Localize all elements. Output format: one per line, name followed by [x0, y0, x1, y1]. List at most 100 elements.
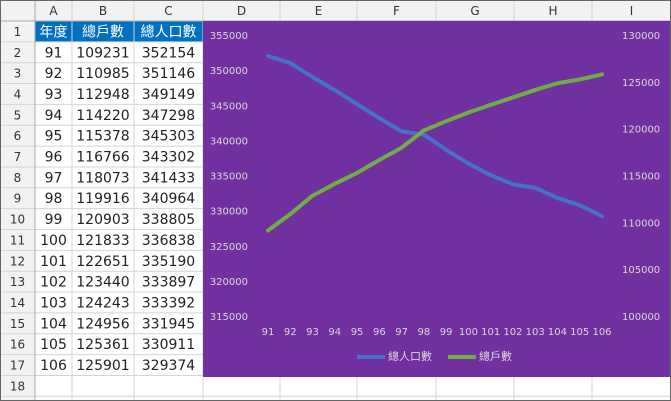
y-tick-label: 355000: [210, 31, 248, 42]
y-tick-label: 335000: [210, 172, 248, 183]
table-cell[interactable]: 352154: [142, 45, 196, 61]
table-cell[interactable]: 101: [40, 254, 67, 270]
y-tick-label: 330000: [210, 207, 248, 218]
column-header[interactable]: A: [49, 4, 58, 18]
table-cell[interactable]: 345303: [142, 129, 195, 145]
column-header[interactable]: B: [99, 4, 107, 18]
table-cell[interactable]: 98: [45, 191, 63, 207]
table-header-cell[interactable]: 年度: [40, 24, 68, 40]
table-cell[interactable]: 119916: [76, 191, 130, 207]
table-cell[interactable]: 97: [45, 170, 63, 186]
row-header[interactable]: 5: [14, 108, 22, 122]
table-cell[interactable]: 118073: [76, 170, 129, 186]
chart-area[interactable]: [203, 21, 671, 377]
table-cell[interactable]: 341433: [142, 170, 195, 186]
table-cell[interactable]: 94: [45, 108, 63, 124]
table-cell[interactable]: 96: [45, 150, 63, 166]
table-cell[interactable]: 121833: [76, 233, 129, 249]
table-cell[interactable]: 103: [40, 295, 67, 311]
y-tick-label: 325000: [210, 242, 248, 253]
table-cell[interactable]: 100: [40, 233, 67, 249]
table-cell[interactable]: 124243: [76, 295, 129, 311]
legend-label: 總人口數: [388, 349, 432, 363]
table-cell[interactable]: 340964: [142, 191, 196, 207]
row-header[interactable]: 6: [14, 129, 22, 143]
row-header[interactable]: 15: [10, 317, 25, 331]
table-cell[interactable]: 347298: [142, 108, 195, 124]
x-tick-label: 100: [459, 327, 478, 338]
table-cell[interactable]: 122651: [76, 254, 129, 270]
x-tick-label: 106: [592, 327, 611, 338]
table-cell[interactable]: 330911: [142, 337, 195, 353]
x-tick-label: 96: [373, 327, 386, 338]
row-header[interactable]: 1: [14, 25, 22, 39]
row-header[interactable]: 11: [10, 233, 25, 247]
y2-tick-label: 100000: [622, 312, 660, 323]
x-tick-label: 99: [440, 327, 453, 338]
row-header[interactable]: 4: [14, 87, 22, 101]
table-cell[interactable]: 95: [45, 129, 63, 145]
column-header[interactable]: G: [470, 4, 479, 18]
table-cell[interactable]: 105: [40, 337, 67, 353]
row-header[interactable]: 18: [10, 379, 25, 393]
row-header[interactable]: 8: [14, 171, 22, 185]
table-cell[interactable]: 109231: [76, 45, 129, 61]
table-header-cell[interactable]: 總戶數: [82, 23, 124, 40]
table-cell[interactable]: 104: [40, 316, 67, 332]
table-cell[interactable]: 92: [45, 66, 63, 82]
table-cell[interactable]: 124956: [76, 316, 130, 332]
row-header[interactable]: 9: [14, 192, 22, 206]
table-cell[interactable]: 115378: [76, 129, 129, 145]
table-cell[interactable]: 336838: [142, 233, 195, 249]
table-cell[interactable]: 99: [45, 212, 63, 228]
table-cell[interactable]: 116766: [76, 150, 130, 166]
row-header[interactable]: 13: [10, 275, 25, 289]
y2-tick-label: 130000: [622, 31, 660, 42]
column-header[interactable]: F: [393, 4, 400, 18]
y-tick-label: 350000: [210, 66, 248, 77]
table-header-cell[interactable]: 總人口數: [141, 23, 197, 40]
table-cell[interactable]: 93: [45, 87, 63, 103]
column-header[interactable]: E: [315, 4, 323, 18]
table-cell[interactable]: 110985: [76, 66, 129, 82]
table-cell[interactable]: 349149: [142, 87, 195, 103]
x-tick-label: 98: [417, 327, 430, 338]
table-cell[interactable]: 331945: [142, 316, 195, 332]
y-tick-label: 320000: [210, 277, 248, 288]
row-header[interactable]: 10: [10, 213, 25, 227]
table-cell[interactable]: 338805: [142, 212, 195, 228]
x-tick-label: 102: [503, 327, 522, 338]
row-header[interactable]: 3: [14, 67, 22, 81]
x-tick-label: 101: [481, 327, 500, 338]
table-cell[interactable]: 351146: [142, 66, 196, 82]
x-tick-label: 103: [526, 327, 545, 338]
row-header[interactable]: 12: [10, 254, 25, 268]
table-cell[interactable]: 333392: [142, 295, 195, 311]
column-header[interactable]: I: [630, 4, 634, 18]
table-cell[interactable]: 333897: [142, 275, 195, 291]
row-header[interactable]: 2: [14, 46, 22, 60]
y2-tick-label: 120000: [622, 125, 660, 136]
table-cell[interactable]: 125901: [76, 358, 129, 374]
table-cell[interactable]: 106: [40, 358, 67, 374]
table-cell[interactable]: 114220: [76, 108, 129, 124]
row-header[interactable]: 7: [14, 150, 22, 164]
table-cell[interactable]: 120903: [76, 212, 129, 228]
table-cell[interactable]: 112948: [76, 87, 129, 103]
table-header-fill: [35, 21, 203, 42]
table-cell[interactable]: 123440: [76, 275, 129, 291]
table-cell[interactable]: 102: [40, 275, 67, 291]
row-header[interactable]: 14: [10, 296, 25, 310]
table-cell[interactable]: 91: [45, 45, 63, 61]
column-header[interactable]: D: [237, 4, 246, 18]
row-header[interactable]: 16: [10, 338, 25, 352]
column-header[interactable]: H: [548, 4, 557, 18]
table-cell[interactable]: 335190: [142, 254, 195, 270]
y2-tick-label: 115000: [622, 172, 660, 183]
table-cell[interactable]: 329374: [142, 358, 196, 374]
row-header[interactable]: 17: [10, 359, 25, 373]
table-cell[interactable]: 343302: [142, 150, 195, 166]
table-cell[interactable]: 125361: [76, 337, 129, 353]
legend-label: 總戶數: [479, 349, 512, 363]
column-header[interactable]: C: [164, 4, 172, 18]
